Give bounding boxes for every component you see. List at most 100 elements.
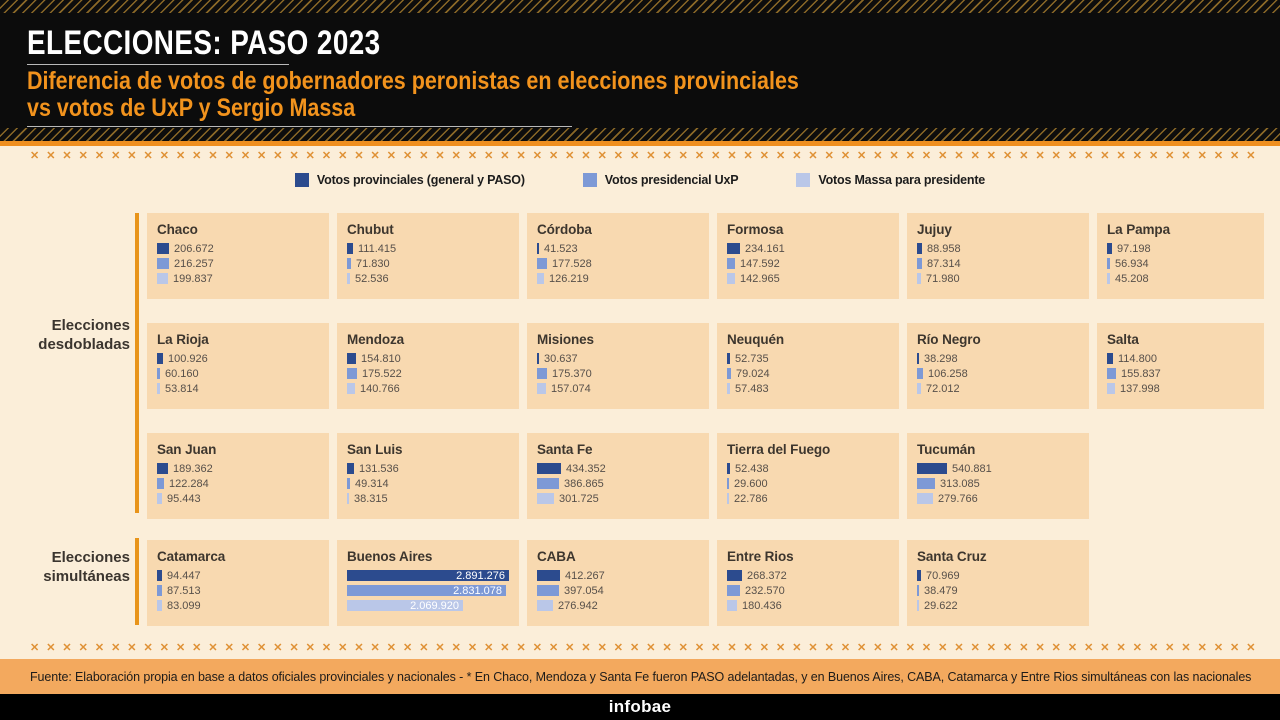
- value-bar: [347, 368, 357, 379]
- province-name: Jujuy: [917, 222, 952, 237]
- province-name: Mendoza: [347, 332, 405, 347]
- legend-item: Votos provinciales (general y PASO): [294, 173, 525, 187]
- bar-row: 22.786: [727, 491, 889, 506]
- bar-value: 2.891.276: [456, 569, 505, 582]
- bar-row: 71.980: [917, 271, 1079, 286]
- value-bar: [537, 478, 559, 489]
- value-bar: [1107, 258, 1110, 269]
- value-bar: [537, 353, 539, 364]
- legend-swatch-icon: [294, 173, 309, 187]
- province-card: Neuquén 52.735 79.024 57.483: [717, 323, 899, 409]
- bar-row: 70.969: [917, 568, 1079, 583]
- province-card: Misiones 30.637 175.370 157.074: [527, 323, 709, 409]
- value-bar: [537, 383, 546, 394]
- bar-value: 52.735: [735, 352, 769, 365]
- title-underline: [27, 64, 289, 65]
- bar-value: 106.258: [928, 367, 968, 380]
- bar-row: 216.257: [157, 256, 319, 271]
- section-label-line: Elecciones: [51, 317, 130, 334]
- bar-value: 79.024: [736, 367, 770, 380]
- province-card: San Luis 131.536 49.314 38.315: [337, 433, 519, 519]
- bar-value: 131.536: [359, 462, 399, 475]
- bar-value: 276.942: [558, 599, 598, 612]
- value-bar: [917, 383, 921, 394]
- bar-row: 147.592: [727, 256, 889, 271]
- bar-row: 72.012: [917, 381, 1079, 396]
- province-card: Buenos Aires 2.891.276 2.831.078 2.069.920: [337, 540, 519, 626]
- value-bar: [727, 383, 730, 394]
- province-name: Tierra del Fuego: [727, 442, 831, 457]
- bar-value: 45.208: [1115, 272, 1149, 285]
- bar-value: 137.998: [1120, 382, 1160, 395]
- province-card: Tierra del Fuego 52.438 29.600 22.786: [717, 433, 899, 519]
- bar-row: 79.024: [727, 366, 889, 381]
- bar-row: 386.865: [537, 476, 699, 491]
- province-name: Misiones: [537, 332, 594, 347]
- bar-row: 232.570: [727, 583, 889, 598]
- province-name: Formosa: [727, 222, 784, 237]
- bar-row: 38.298: [917, 351, 1079, 366]
- value-bar: [1107, 273, 1110, 284]
- bar-row: 434.352: [537, 461, 699, 476]
- value-bar: [347, 493, 349, 504]
- value-bar: [917, 600, 919, 611]
- bar-row: 2.831.078: [347, 583, 509, 598]
- bar-row: 41.523: [537, 241, 699, 256]
- value-bar: [727, 570, 742, 581]
- bar-value: 57.483: [735, 382, 769, 395]
- bar-row: 52.735: [727, 351, 889, 366]
- bar-value: 52.438: [735, 462, 769, 475]
- bar-value: 29.622: [924, 599, 958, 612]
- value-bar: [157, 463, 168, 474]
- bar-row: 301.725: [537, 491, 699, 506]
- province-name: Catamarca: [157, 549, 226, 564]
- bar-value: 268.372: [747, 569, 787, 582]
- bar-row: 276.942: [537, 598, 699, 613]
- bar-value: 140.766: [360, 382, 400, 395]
- value-bar: [1107, 368, 1116, 379]
- bar-row: 97.198: [1107, 241, 1254, 256]
- value-bar: [917, 463, 947, 474]
- bar-row: 52.536: [347, 271, 509, 286]
- bar-value: 83.099: [167, 599, 201, 612]
- value-bar: [917, 478, 935, 489]
- bar-row: 175.522: [347, 366, 509, 381]
- bar-value: 49.314: [355, 477, 389, 490]
- bar-value: 199.837: [173, 272, 213, 285]
- bar-value: 189.362: [173, 462, 213, 475]
- province-name: La Pampa: [1107, 222, 1170, 237]
- province-name: Entre Rios: [727, 549, 794, 564]
- bar-value: 97.198: [1117, 242, 1151, 255]
- bar-value: 2.831.078: [453, 584, 502, 597]
- value-bar: [157, 493, 162, 504]
- value-bar: [157, 600, 162, 611]
- value-bar: [537, 493, 554, 504]
- bar-row: 180.436: [727, 598, 889, 613]
- value-bar: [727, 258, 735, 269]
- bar-row: 49.314: [347, 476, 509, 491]
- province-name: Tucumán: [917, 442, 976, 457]
- bar-row: 38.479: [917, 583, 1079, 598]
- grid-simultaneas: Catamarca 94.447 87.513 83.099 Buenos Aires 2…: [147, 540, 1264, 626]
- hatch-band-top: [0, 0, 1280, 13]
- legend-item: Votos presidencial UxP: [582, 173, 739, 187]
- bar-value: 22.786: [734, 492, 768, 505]
- source-text: Fuente: Elaboración propia en base a dat…: [30, 669, 1252, 684]
- bar-value: 155.837: [1121, 367, 1161, 380]
- value-bar: 2.069.920: [347, 600, 463, 612]
- value-bar: [917, 570, 921, 581]
- bar-value: 126.219: [549, 272, 589, 285]
- value-bar: [157, 243, 169, 254]
- bar-row: 140.766: [347, 381, 509, 396]
- page-title: ELECCIONES: PASO 2023: [27, 24, 381, 62]
- value-bar: [347, 478, 350, 489]
- bar-row: 60.160: [157, 366, 319, 381]
- value-bar: [1107, 243, 1112, 254]
- bar-value: 154.810: [361, 352, 401, 365]
- value-bar: [537, 258, 547, 269]
- header: ELECCIONES: PASO 2023 Diferencia de voto…: [0, 13, 1280, 128]
- value-bar: [917, 585, 919, 596]
- bar-row: 30.637: [537, 351, 699, 366]
- infobae-logo: infobae: [608, 697, 672, 716]
- province-name: Córdoba: [537, 222, 592, 237]
